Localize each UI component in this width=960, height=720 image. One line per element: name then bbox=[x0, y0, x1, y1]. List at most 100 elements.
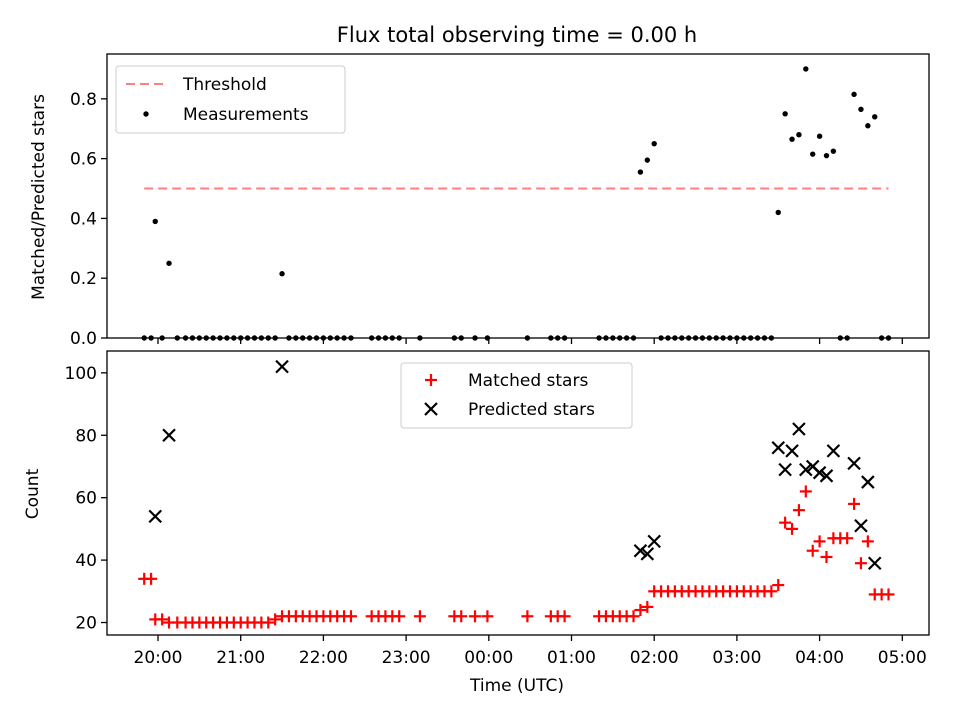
x-axis: 20:00 21:00 22:00 23:00 00:00 01:00 02:00 03:00… bbox=[134, 635, 927, 668]
x-tick-label: 00:00 bbox=[464, 648, 513, 668]
predicted-star-point bbox=[847, 456, 861, 471]
legend-measurements-label: Measurements bbox=[183, 105, 309, 125]
measurement-point bbox=[816, 133, 823, 139]
measurement-point bbox=[865, 123, 871, 129]
count-points bbox=[138, 359, 895, 629]
x-axis-label: Time (UTC) bbox=[469, 676, 564, 696]
legend-matched-label: Matched stars bbox=[468, 371, 588, 391]
matched-star-point bbox=[854, 557, 867, 570]
y-tick-label: 100 bbox=[65, 364, 97, 384]
top-axes-frame bbox=[106, 53, 930, 339]
measurement-point bbox=[279, 271, 285, 277]
predicted-star-point bbox=[812, 465, 827, 480]
matched-star-point bbox=[558, 610, 571, 623]
measurement-point bbox=[851, 91, 857, 98]
matched-star-point bbox=[481, 610, 494, 623]
matched-star-point bbox=[413, 610, 426, 623]
matched-star-point bbox=[779, 516, 792, 529]
top-y-label: Matched/Predicted stars bbox=[29, 94, 49, 300]
measurement-point bbox=[651, 140, 657, 147]
y-tick-label: 0.0 bbox=[70, 329, 97, 349]
bottom-y-label: Count bbox=[23, 468, 43, 519]
matched-star-point bbox=[813, 535, 826, 548]
matched-star-point bbox=[521, 610, 534, 623]
x-tick-label: 02:00 bbox=[630, 648, 679, 668]
x-tick-label: 23:00 bbox=[382, 648, 431, 668]
matched-star-point bbox=[145, 572, 158, 585]
bottom-legend-box bbox=[400, 362, 633, 429]
matched-star-point bbox=[792, 504, 805, 517]
legend-threshold-label: Threshold bbox=[182, 75, 267, 95]
matched-star-point bbox=[799, 485, 812, 498]
matched-star-point bbox=[841, 532, 854, 545]
top-legend-box bbox=[115, 65, 346, 134]
matched-star-point bbox=[641, 600, 654, 613]
matched-star-point bbox=[269, 613, 282, 626]
matched-star-point bbox=[806, 544, 819, 557]
y-tick-label: 0.8 bbox=[70, 90, 97, 110]
x-tick-label: 01:00 bbox=[547, 648, 596, 668]
bottom-legend: Matched stars Predicted stars bbox=[400, 362, 633, 429]
x-tick-label: 20:00 bbox=[134, 648, 183, 668]
measurement-point bbox=[810, 151, 816, 157]
predicted-star-point bbox=[867, 556, 882, 570]
legend-predicted-swatch bbox=[424, 402, 438, 416]
matched-star-point bbox=[882, 588, 895, 601]
predicted-star-point bbox=[640, 547, 655, 561]
matched-star-point bbox=[627, 610, 640, 623]
measurement-point bbox=[637, 169, 644, 175]
measurement-point bbox=[858, 106, 864, 113]
x-tick-label: 04:00 bbox=[795, 648, 844, 668]
y-tick-label: 40 bbox=[75, 551, 97, 571]
matched-star-point bbox=[861, 535, 874, 548]
predicted-star-point bbox=[771, 440, 786, 455]
measurement-point bbox=[775, 209, 781, 216]
measurement-point bbox=[872, 114, 878, 120]
predicted-star-point bbox=[792, 422, 806, 436]
measurement-point bbox=[803, 66, 809, 72]
predicted-star-point bbox=[633, 543, 648, 558]
predicted-star-point bbox=[861, 475, 875, 489]
predicted-star-point bbox=[148, 509, 163, 524]
bottom-y-axis: 20 40 60 80 100 bbox=[65, 364, 107, 634]
measurement-point bbox=[823, 152, 830, 159]
matched-star-point bbox=[469, 610, 482, 623]
measurement-point bbox=[644, 157, 651, 163]
top-y-axis: 0.0 0.2 0.4 0.6 0.8 bbox=[70, 90, 107, 349]
predicted-star-point bbox=[826, 444, 841, 458]
predicted-star-point bbox=[819, 469, 834, 483]
x-tick-label: 21:00 bbox=[216, 648, 265, 668]
predicted-star-point bbox=[799, 462, 813, 477]
legend-measurements-swatch bbox=[143, 111, 149, 117]
top-panel: 0.00.20.40.60.8 Matched/Predicted stars … bbox=[29, 53, 930, 349]
y-tick-label: 0.2 bbox=[70, 269, 97, 289]
matched-star-point bbox=[455, 610, 468, 623]
legend-matched-swatch bbox=[425, 374, 437, 386]
matched-star-point bbox=[848, 497, 861, 510]
matched-star-point bbox=[786, 522, 799, 535]
matched-star-point bbox=[820, 550, 833, 563]
matched-star-point bbox=[393, 610, 406, 623]
matched-star-point bbox=[344, 610, 357, 623]
x-tick-label: 03:00 bbox=[712, 648, 761, 668]
predicted-star-point bbox=[854, 518, 868, 533]
matched-star-point bbox=[156, 613, 169, 626]
measurement-point bbox=[782, 111, 788, 117]
measurement-point bbox=[830, 148, 837, 154]
measurement-point bbox=[796, 132, 802, 138]
y-tick-label: 60 bbox=[75, 489, 97, 509]
measurement-point bbox=[789, 136, 795, 142]
y-tick-label: 20 bbox=[75, 614, 97, 634]
predicted-star-point bbox=[647, 534, 661, 549]
measurement-point bbox=[166, 260, 172, 266]
x-tick-label: 05:00 bbox=[878, 648, 927, 668]
matched-star-point bbox=[765, 585, 778, 598]
predicted-star-point bbox=[778, 462, 792, 477]
predicted-star-point bbox=[785, 444, 799, 458]
measurement-point bbox=[152, 218, 158, 225]
matched-star-point bbox=[262, 616, 275, 629]
bottom-axes-frame bbox=[106, 350, 930, 636]
top-legend: Threshold Measurements bbox=[115, 65, 346, 134]
x-tick-label: 22:00 bbox=[299, 648, 348, 668]
